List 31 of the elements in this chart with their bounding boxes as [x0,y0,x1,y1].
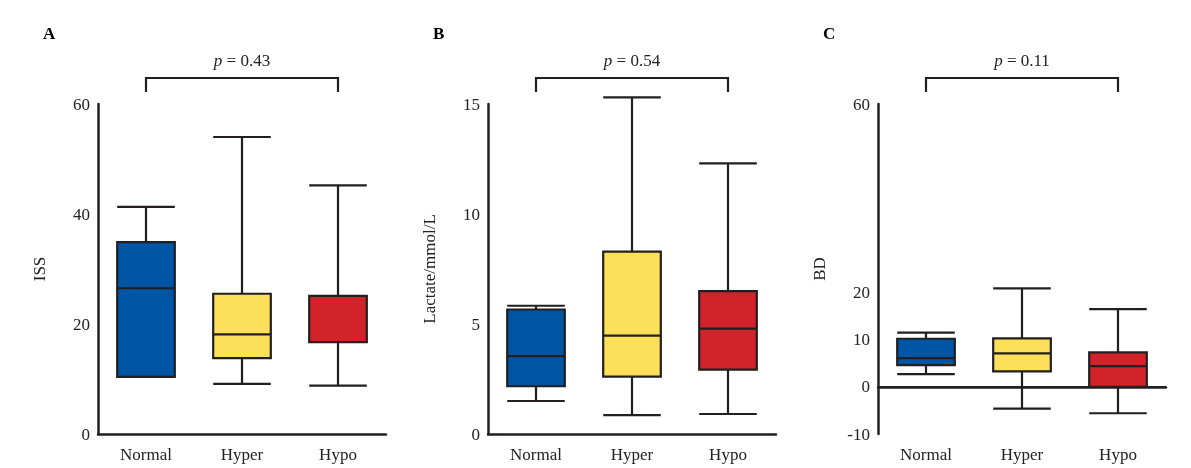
y-axis-title: ISS [30,256,49,282]
chart-title: B [433,24,445,43]
x-tick-label: Hypo [1099,445,1137,464]
y-tick-label: 0 [81,424,90,444]
y-axis-title: BD [810,257,829,281]
text: p = 0.11 [993,51,1050,70]
y-tick-label: 0 [861,377,870,397]
y-tick-label: -10 [847,424,870,444]
x-tick-label: Normal [900,445,953,464]
chart-title: A [43,24,56,43]
chart-title: C [823,24,836,43]
text: p = 0.43 [212,51,271,70]
y-tick-label: 60 [853,94,870,114]
x-tick-label: Hypo [319,445,357,464]
y-axis-title: Lactate/mmol/L [420,214,439,324]
text: p = 0.54 [602,51,661,70]
x-tick-label: Hyper [1000,445,1044,464]
x-tick-label: Normal [510,445,563,464]
y-tick-label: 10 [853,330,870,350]
x-tick-label: Hyper [220,445,264,464]
y-tick-label: 0 [471,424,480,444]
x-tick-label: Hypo [709,445,747,464]
y-tick-label: 40 [73,204,90,224]
y-tick-label: 10 [463,204,480,224]
x-tick-label: Hyper [610,445,654,464]
y-tick-label: 15 [463,94,480,114]
y-tick-label: 20 [853,283,870,303]
x-tick-label: Normal [120,445,173,464]
y-tick-label: 60 [73,94,90,114]
y-tick-label: 5 [471,314,480,334]
y-tick-label: 20 [73,314,90,334]
